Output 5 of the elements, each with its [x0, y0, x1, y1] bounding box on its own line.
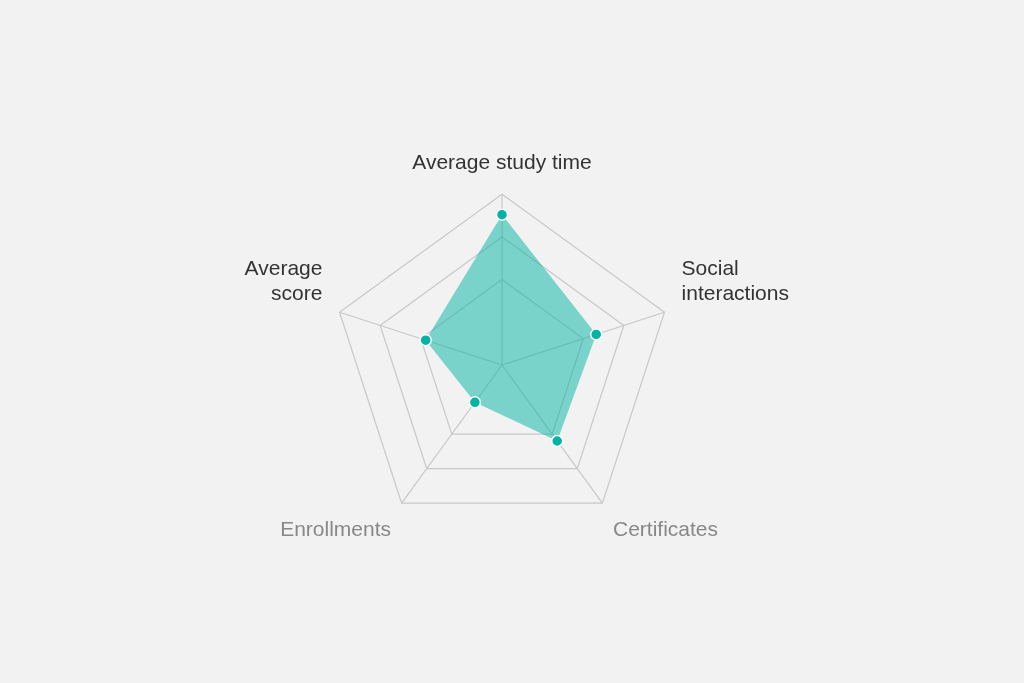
- spoke-label: Certificates: [612, 517, 719, 541]
- spoke-label: Average score: [244, 255, 323, 304]
- spoke-label: Social interactions: [681, 255, 789, 304]
- spoke-label: Enrollments: [280, 517, 392, 541]
- spoke-label: Average study time: [412, 150, 592, 174]
